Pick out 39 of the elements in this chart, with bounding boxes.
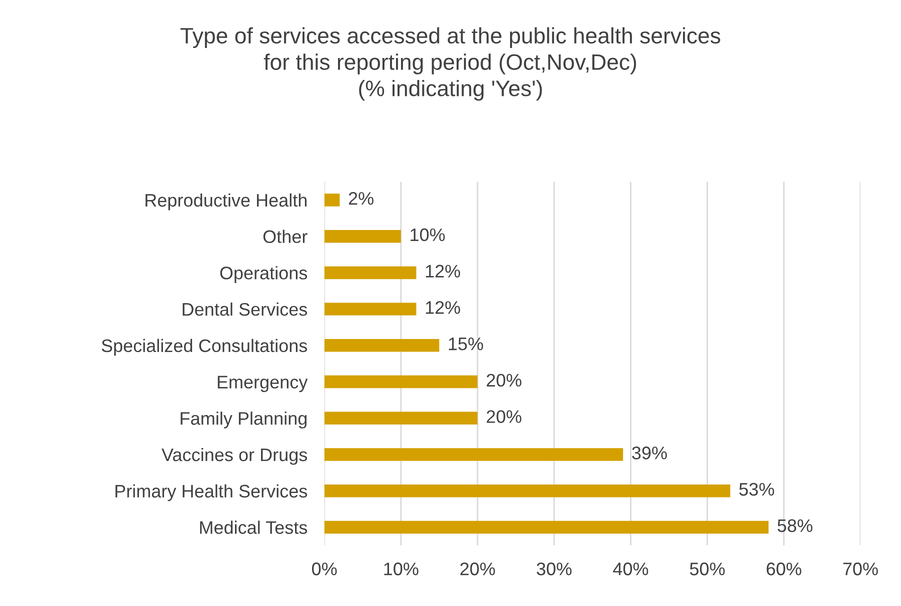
bar (324, 412, 478, 425)
data-label: 20% (486, 374, 522, 387)
bar (324, 339, 440, 352)
chart-title: Type of services accessed at the public health services for this reporting period (Oct,Nov,Dec) (% indicating 'Yes') (180, 27, 720, 101)
x-tick-label: 40% (613, 562, 648, 576)
bar (324, 375, 478, 388)
data-label: 39% (632, 446, 667, 460)
data-label: 10% (410, 228, 445, 242)
y-tick-label: Dental Services (182, 302, 308, 316)
y-tick-label: Primary Health Services (116, 484, 308, 502)
x-tick-label: 20% (460, 562, 495, 576)
y-tick-label: Specialized Consultations (102, 338, 308, 356)
bar (324, 194, 340, 206)
x-tick-label: 10% (384, 562, 418, 576)
y-tick-label: Other (263, 230, 308, 244)
y-tick-label: Operations (220, 266, 308, 283)
bar (324, 230, 401, 243)
bar (324, 448, 624, 461)
data-label: 20% (486, 410, 522, 423)
y-tick-label: Vaccines or Drugs (162, 448, 308, 465)
data-label: 15% (448, 338, 484, 350)
data-label: 58% (778, 519, 812, 532)
data-label: 12% (426, 264, 460, 278)
x-tick-label: 50% (690, 562, 725, 576)
bar (324, 520, 769, 534)
x-tick-label: 70% (843, 562, 878, 576)
x-tick-label: 60% (766, 562, 802, 576)
data-label: 2% (348, 192, 374, 205)
y-tick-label: Family Planning (180, 412, 307, 428)
data-label: 53% (739, 482, 774, 496)
bar (324, 266, 416, 280)
x-tick-label: 0% (312, 562, 337, 576)
bar (324, 484, 730, 498)
y-tick-label: Emergency (218, 376, 308, 392)
y-tick-label: Medical Tests (200, 520, 308, 534)
x-tick-label: 30% (536, 562, 572, 576)
data-label: 12% (426, 301, 460, 314)
y-tick-label: Reproductive Health (146, 193, 307, 210)
bar (324, 302, 416, 316)
